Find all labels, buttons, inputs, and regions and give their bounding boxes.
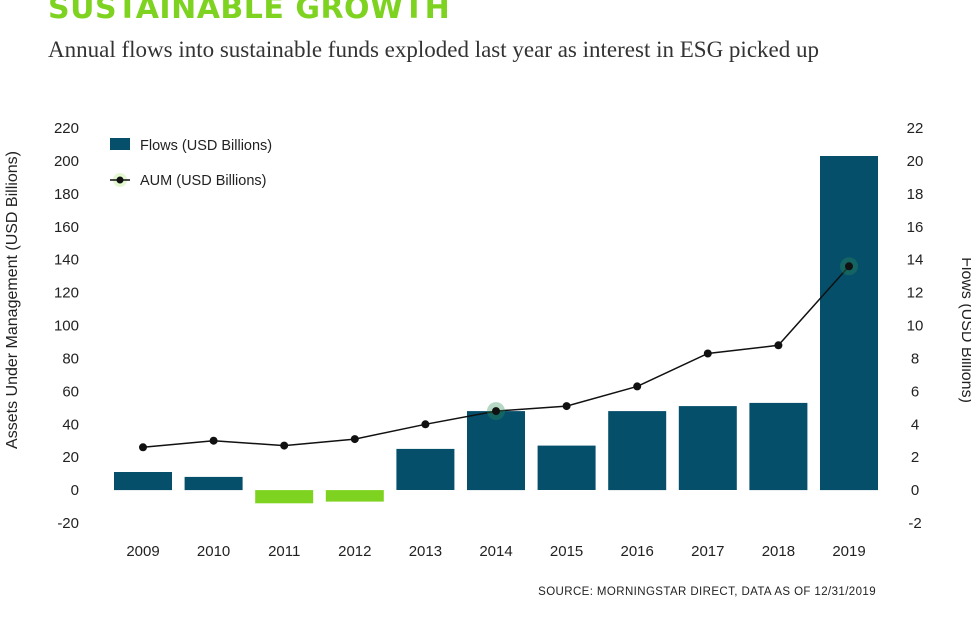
left-tick-label: 80 [62, 350, 79, 367]
right-tick-label: 14 [907, 252, 924, 269]
legend: Flows (USD Billions) AUM (USD Billions) [110, 138, 272, 189]
left-tick-label: 0 [71, 482, 79, 499]
flows-bar-2013 [396, 448, 455, 490]
left-tick-label: 60 [62, 383, 79, 400]
flows-bar-2012 [325, 490, 384, 502]
page-title: SUSTAINABLE GROWTH [48, 0, 451, 26]
right-tick-label: 4 [911, 416, 919, 433]
source-note: SOURCE: MORNINGSTAR DIRECT, DATA AS OF 1… [538, 586, 876, 598]
right-tick-label: 20 [907, 153, 924, 170]
aum-point-2017 [703, 349, 712, 358]
left-tick-label: 140 [54, 252, 79, 269]
flows-bar-2009 [114, 472, 172, 491]
flows-bar-2014 [467, 411, 525, 491]
aum-point-2010 [209, 436, 218, 445]
x-tick-label-2014: 2014 [479, 543, 512, 560]
flows-bar-2017 [678, 406, 737, 490]
right-tick-label: 6 [911, 383, 919, 400]
flows-bar-2015 [537, 445, 596, 490]
aum-point-2019 [845, 262, 853, 271]
left-tick-label: 120 [54, 285, 79, 302]
left-axis-title: Assets Under Management (USD Billions) [4, 151, 21, 449]
flows-bar-2010 [184, 476, 243, 491]
right-tick-label: 22 [907, 120, 924, 137]
left-tick-label: -20 [57, 515, 79, 532]
aum-point-2011 [280, 441, 289, 450]
x-tick-label-2010: 2010 [197, 543, 230, 560]
aum-point-2014 [492, 407, 500, 416]
flows-bars [114, 156, 878, 504]
left-tick-label: 160 [54, 219, 79, 236]
x-axis-ticks: 2009 2010 2011 2012 2013 2014 2015 2016 2017 2018… [126, 543, 865, 560]
right-axis-title: Flows (USD Billions) [958, 257, 971, 403]
x-tick-label-2012: 2012 [338, 543, 371, 560]
right-tick-label: 10 [907, 318, 924, 335]
x-tick-label-2019: 2019 [832, 543, 865, 560]
aum-point-2015 [562, 402, 571, 411]
x-tick-label-2015: 2015 [550, 543, 583, 560]
aum-point-2012 [350, 435, 359, 444]
aum-point-2009 [139, 443, 147, 452]
x-tick-label-2016: 2016 [621, 543, 654, 560]
x-tick-label-2011: 2011 [268, 543, 300, 560]
right-tick-label: 8 [911, 350, 919, 367]
aum-line-layer [139, 257, 858, 452]
flows-bar-2016 [608, 411, 667, 491]
chart-subtitle: Annual flows into sustainable funds expl… [48, 37, 819, 62]
legend-aum-label: AUM (USD Billions) [140, 173, 267, 189]
aum-point-2016 [633, 382, 642, 391]
right-tick-label: 12 [907, 285, 924, 302]
x-tick-label-2018: 2018 [762, 543, 795, 560]
right-tick-label: 16 [907, 219, 924, 236]
right-tick-label: -2 [908, 515, 921, 532]
left-tick-label: 40 [62, 416, 79, 433]
legend-aum-marker [116, 176, 124, 184]
left-tick-label: 220 [54, 120, 79, 137]
right-tick-label: 18 [907, 186, 924, 203]
aum-point-2018 [774, 341, 783, 350]
right-tick-label: 2 [911, 449, 919, 466]
left-tick-label: 100 [54, 318, 79, 335]
legend-flows-label: Flows (USD Billions) [140, 138, 272, 154]
x-tick-label-2013: 2013 [409, 543, 442, 560]
flows-bar-2011 [255, 490, 314, 504]
x-tick-label-2017: 2017 [691, 543, 724, 560]
legend-flows-swatch [110, 138, 130, 150]
left-tick-label: 20 [62, 449, 79, 466]
aum-point-2013 [421, 420, 430, 429]
x-tick-label-2009: 2009 [126, 543, 159, 560]
left-tick-label: 180 [54, 186, 79, 203]
flows-bar-2018 [749, 402, 808, 491]
flows-bar-2019 [820, 156, 878, 491]
left-tick-label: 200 [54, 153, 79, 170]
right-tick-label: 0 [911, 482, 919, 499]
